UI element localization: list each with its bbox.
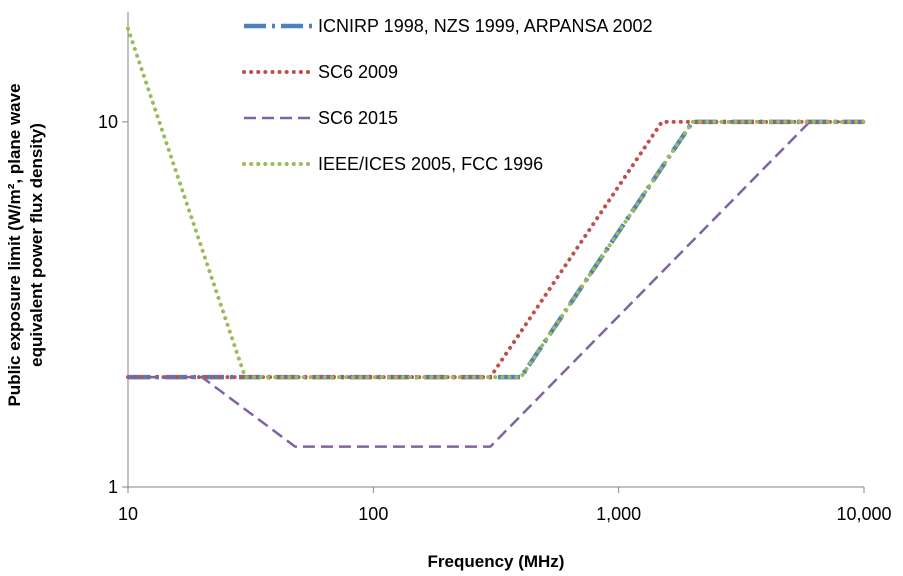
legend: ICNIRP 1998, NZS 1999, ARPANSA 2002 SC6 2… (242, 16, 653, 174)
x-axis-title: Frequency (MHz) (428, 552, 565, 571)
legend-label-3: SC6 2015 (318, 108, 398, 128)
x-tick-label: 10,000 (836, 504, 891, 524)
series-group (126, 26, 866, 448)
legend-label-4: IEEE/ICES 2005, FCC 1996 (318, 154, 543, 174)
x-tick-label: 10 (118, 504, 138, 524)
x-tick-label: 1,000 (596, 504, 641, 524)
y-axis-title-line1: Public exposure limit (W/m², plane wave (5, 83, 24, 406)
x-tick-label: 100 (358, 504, 388, 524)
y-axis-title-line2: equivalent power flux density) (27, 123, 46, 367)
legend-label-1: ICNIRP 1998, NZS 1999, ARPANSA 2002 (318, 16, 653, 36)
legend-label-2: SC6 2009 (318, 62, 398, 82)
series-line-4 (126, 26, 866, 380)
axes (127, 12, 864, 488)
series-line-3 (128, 120, 864, 448)
y-tick-label: 1 (108, 477, 118, 497)
y-tick-label: 10 (98, 112, 118, 132)
